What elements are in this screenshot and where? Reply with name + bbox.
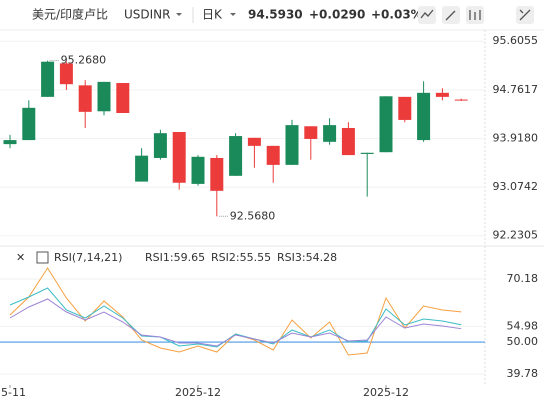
candle-body	[229, 136, 243, 176]
candle-body	[435, 92, 449, 97]
x-tick-label: 2025-12	[363, 386, 409, 399]
candle-body	[3, 140, 17, 145]
candle-body	[22, 107, 36, 141]
period[interactable]: 日K	[202, 8, 223, 22]
candle-body	[304, 126, 318, 139]
last-price: 94.5930	[248, 8, 303, 22]
toolbar-icons	[418, 6, 534, 24]
dropdown-arrow[interactable]	[230, 13, 236, 16]
candle-body	[116, 83, 130, 114]
candle-body	[285, 125, 299, 165]
candle-body	[210, 157, 224, 191]
candle-body	[78, 85, 92, 112]
legend-entry: RSI2:55.55	[211, 251, 271, 264]
dropdown-arrow[interactable]	[176, 13, 182, 16]
rsi-line	[9, 287, 462, 348]
legend-entry: RSI3:54.28	[277, 251, 337, 264]
y-tick-label: 92.2305	[493, 229, 539, 242]
candle-body	[379, 96, 393, 153]
candle-body	[360, 152, 374, 154]
indicator-title: RSI(7,14,21)	[54, 251, 122, 264]
low-label: 92.5680	[230, 209, 275, 222]
candle-body	[172, 132, 186, 183]
x-tick-label: 2025-12	[175, 386, 221, 399]
candle-body	[341, 127, 355, 156]
y-tick-label: 39.78	[507, 367, 539, 380]
candle-body	[454, 99, 468, 101]
glyph	[445, 10, 456, 21]
candle-body	[417, 92, 431, 141]
icon-glyphs	[420, 9, 531, 21]
y-tick-label: 93.0742	[493, 180, 539, 193]
y-tick-label: 54.98	[507, 320, 539, 333]
y-tick-label: 95.6055	[493, 34, 539, 47]
settings-icon[interactable]	[36, 251, 49, 264]
y-tick-label: 50.00	[507, 335, 539, 348]
candle-body	[398, 96, 412, 120]
glyph	[519, 9, 531, 21]
change-pct: +0.03%	[371, 8, 423, 22]
y-tick-label: 94.7617	[493, 83, 539, 96]
pair-name[interactable]: 美元/印度卢比	[32, 7, 108, 22]
symbol[interactable]: USDINR	[124, 8, 171, 22]
y-tick-label: 70.18	[507, 272, 539, 285]
y-tick-label: 93.9180	[493, 131, 539, 144]
legend-entry: RSI1:59.65	[145, 251, 205, 264]
candle-body	[153, 133, 167, 158]
candle-body	[135, 155, 149, 182]
close-icon[interactable]: ✕	[16, 251, 25, 264]
candle-body	[59, 63, 73, 85]
x-tick-label: 25-11	[0, 386, 26, 399]
candle-body	[323, 125, 337, 142]
glyph	[420, 9, 434, 19]
candle-body	[247, 137, 261, 146]
glyph	[469, 10, 481, 20]
high-label: 95.2680	[61, 54, 107, 67]
candle-body	[266, 145, 280, 165]
candle-body	[191, 156, 205, 184]
price-change: +0.0290	[309, 8, 365, 22]
candle-body	[41, 61, 55, 97]
rsi-line	[9, 298, 462, 347]
candle-body	[97, 81, 111, 112]
